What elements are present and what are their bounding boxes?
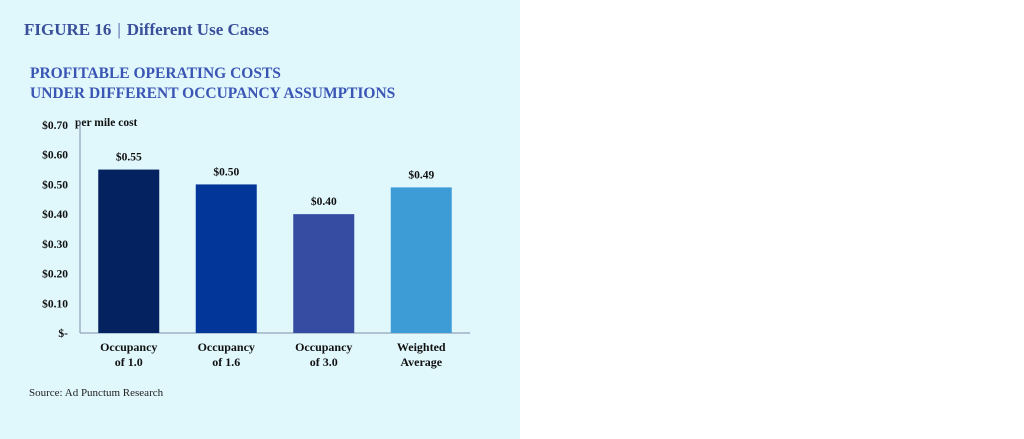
figure-name: Different Use Cases [126,20,270,39]
y-axis-unit-label: per mile cost [75,117,138,129]
source-note: Source: Ad Punctum Research [29,387,164,399]
chart-title: PROFITABLE OPERATING COSTS UNDER DIFFERE… [30,64,395,104]
chart-title-line-2: UNDER DIFFERENT OCCUPANCY ASSUMPTIONS [30,85,396,102]
bar [195,184,257,333]
data-label: $0.50 [213,165,239,178]
x-tick-label: of 1.0 [115,355,143,369]
y-tick-label: $- [58,327,68,340]
y-tick-label: $0.50 [42,178,68,191]
bar [98,169,160,333]
y-tick-label: $0.40 [42,208,68,221]
figure-label: FIGURE 16 [24,20,112,39]
y-tick-label: $0.10 [42,297,68,310]
x-tick-label: Occupancy [100,340,157,354]
x-tick-label: Occupancy [295,340,352,354]
data-label: $0.55 [116,151,142,164]
bar [293,214,355,333]
y-tick-label: $0.30 [42,238,68,251]
x-tick-label: Weighted [397,340,446,354]
y-tick-label: $0.20 [42,268,68,281]
figure-title: FIGURE 16 | Different Use Cases [24,20,269,40]
y-tick-label: $0.70 [42,119,68,132]
figure-title-separator: | [117,20,121,39]
data-label: $0.49 [408,168,434,181]
chart-title-line-1: PROFITABLE OPERATING COSTS [30,65,281,82]
x-tick-label: of 1.6 [212,355,240,369]
y-tick-label: $0.60 [42,149,68,162]
bar [390,187,452,333]
bar-chart: $- $0.10 $0.20 $0.30 $0.40 $0.50 $0.60 $0.70 $0.… [42,119,470,369]
data-label: $0.40 [311,195,337,208]
x-tick-label: Occupancy [198,340,255,354]
x-tick-label: Average [400,355,442,369]
x-tick-label: of 3.0 [310,355,338,369]
